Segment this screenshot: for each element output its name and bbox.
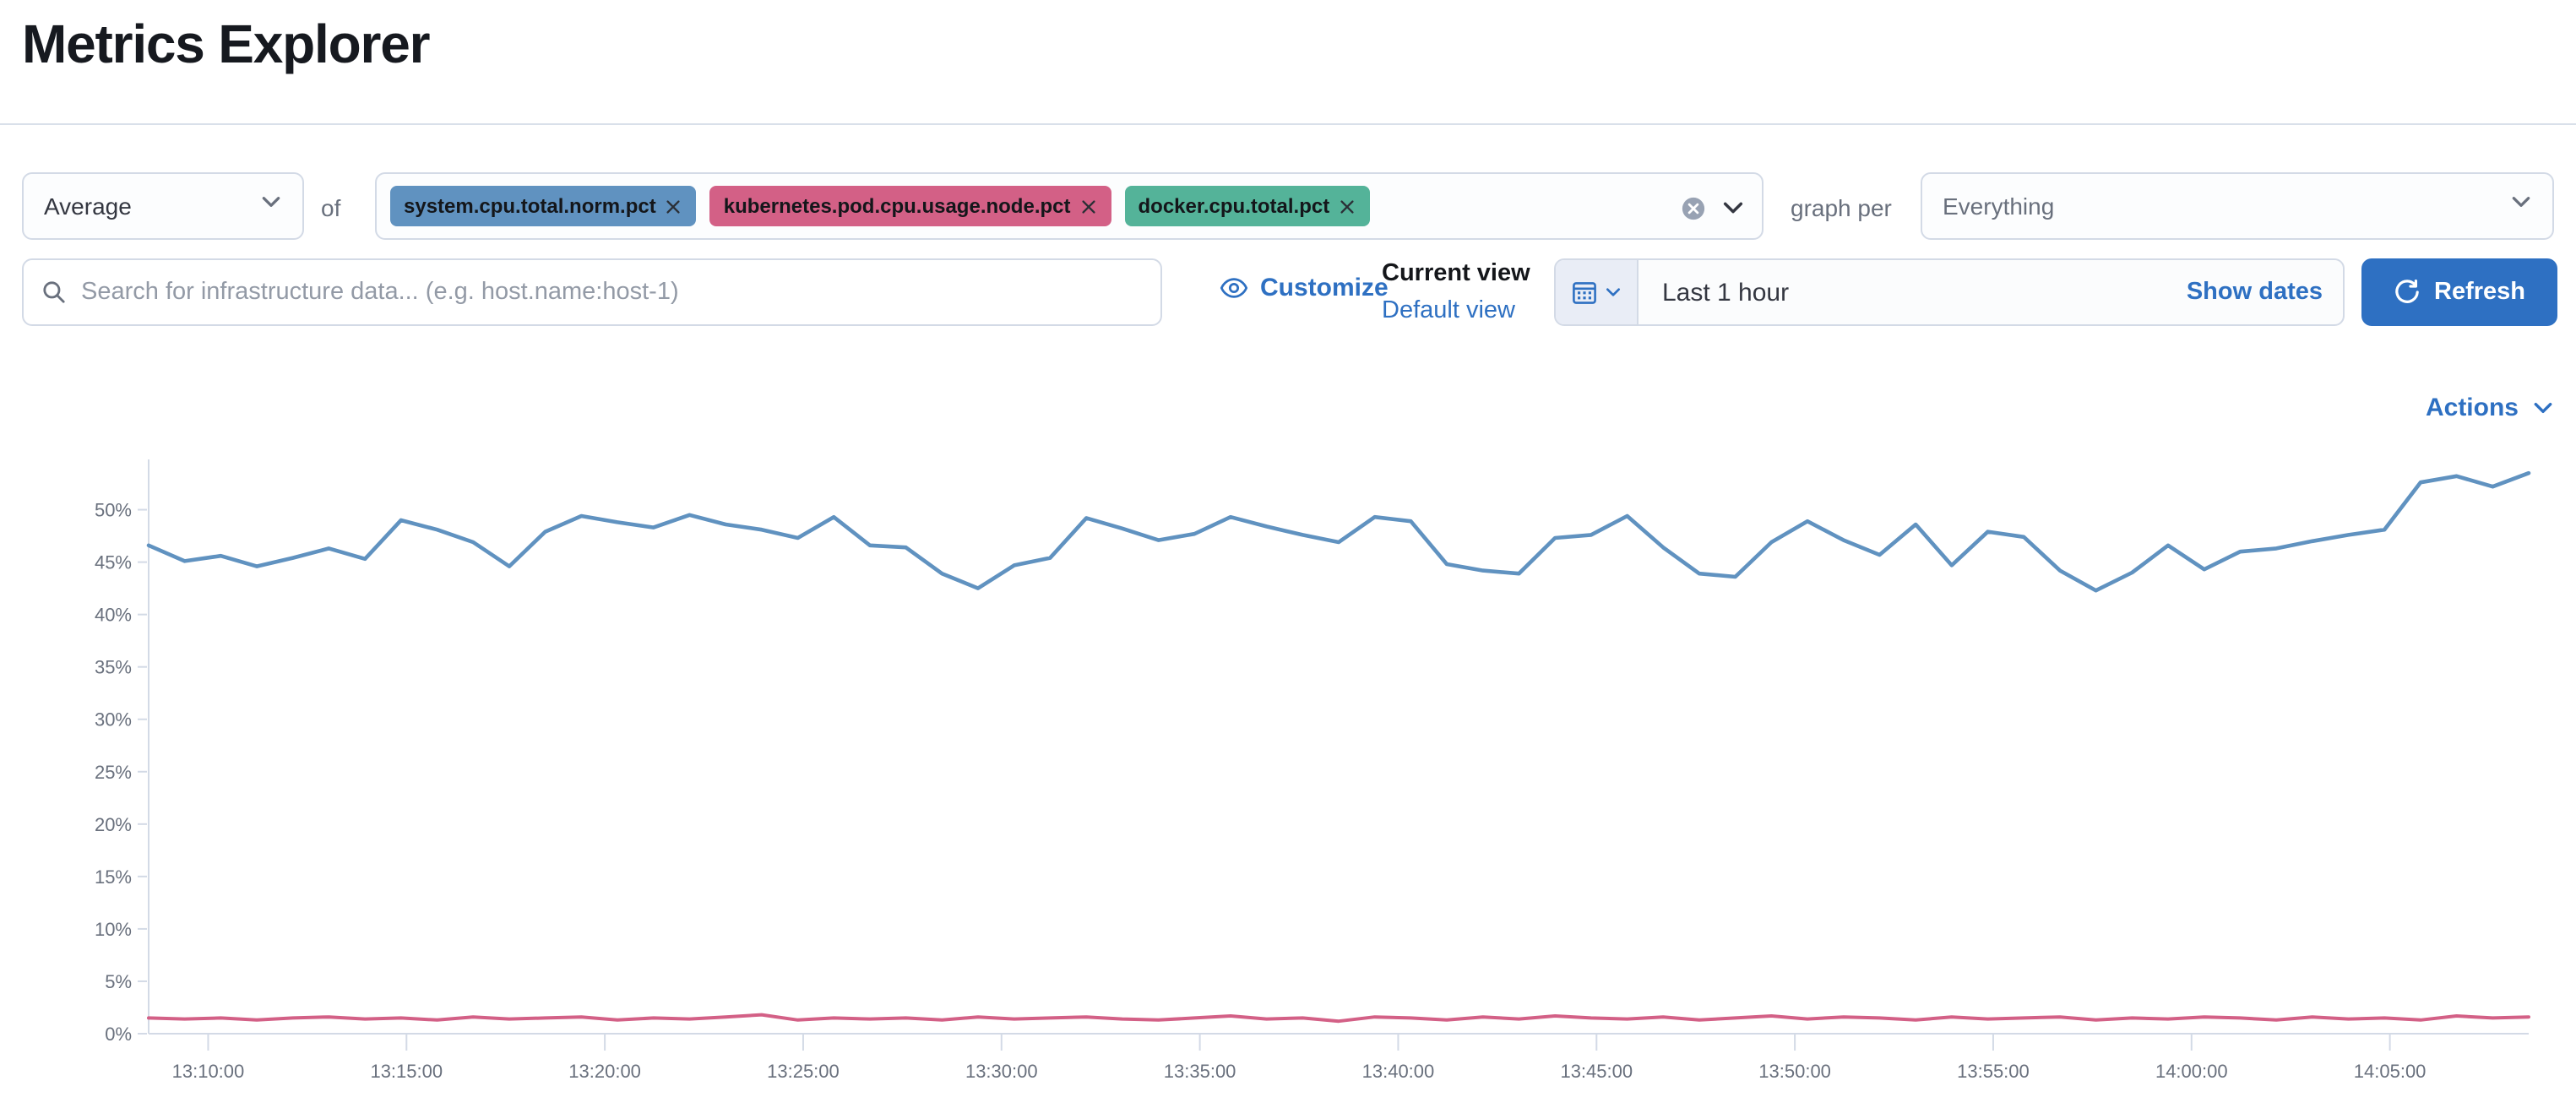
view-switcher: Current view Default view (1382, 257, 1530, 329)
svg-text:13:20:00: 13:20:00 (568, 1061, 641, 1082)
calendar-icon (1571, 279, 1598, 306)
svg-text:30%: 30% (95, 709, 132, 731)
search-input[interactable] (81, 279, 1144, 306)
chevron-down-icon (260, 191, 282, 221)
current-view-label: Current view (1382, 260, 1530, 287)
svg-text:10%: 10% (95, 919, 132, 940)
default-view-link[interactable]: Default view (1382, 297, 1515, 324)
svg-text:13:10:00: 13:10:00 (172, 1061, 245, 1082)
svg-text:15%: 15% (95, 866, 132, 888)
customize-button[interactable]: Customize (1220, 274, 1389, 302)
metric-tag[interactable]: system.cpu.total.norm.pct (390, 186, 697, 226)
aggregation-value: Average (44, 193, 132, 220)
search-icon (41, 279, 68, 306)
actions-label: Actions (2425, 394, 2519, 422)
svg-text:13:40:00: 13:40:00 (1362, 1061, 1435, 1082)
customize-label: Customize (1260, 274, 1389, 302)
metric-tag-label: kubernetes.pod.cpu.usage.node.pct (723, 194, 1071, 218)
metric-tag[interactable]: docker.cpu.total.pct (1124, 186, 1371, 226)
svg-text:40%: 40% (95, 605, 132, 626)
date-quick-select-button[interactable] (1556, 260, 1639, 324)
page-title: Metrics Explorer (22, 14, 431, 74)
svg-text:14:00:00: 14:00:00 (2155, 1061, 2228, 1082)
metric-tags: system.cpu.total.norm.pct kubernetes.pod.… (390, 186, 1383, 226)
svg-text:14:05:00: 14:05:00 (2354, 1061, 2427, 1082)
metric-tag-remove-icon[interactable] (1338, 197, 1356, 215)
refresh-button[interactable]: Refresh (2361, 258, 2557, 326)
graph-per-label: graph per (1791, 194, 1892, 221)
metric-tag-label: system.cpu.total.norm.pct (404, 194, 656, 218)
svg-text:13:45:00: 13:45:00 (1560, 1061, 1633, 1082)
search-box (22, 258, 1162, 326)
clear-circle-x-icon (1682, 196, 1705, 220)
svg-text:13:50:00: 13:50:00 (1758, 1061, 1831, 1082)
header-divider (0, 123, 2576, 125)
svg-text:13:30:00: 13:30:00 (965, 1061, 1038, 1082)
metric-tag-remove-icon[interactable] (1079, 197, 1098, 215)
datepicker-chevron-down-icon (1605, 284, 1622, 301)
of-label: of (321, 194, 341, 221)
refresh-icon (2394, 279, 2421, 306)
aggregation-select[interactable]: Average (22, 172, 304, 240)
metric-tag-remove-icon[interactable] (665, 197, 683, 215)
date-range-value[interactable]: Last 1 hour (1662, 278, 1790, 307)
svg-text:0%: 0% (105, 1024, 132, 1045)
clear-metrics-button[interactable] (1681, 195, 1706, 220)
actions-menu-button[interactable]: Actions (2426, 394, 2554, 422)
svg-text:13:25:00: 13:25:00 (767, 1061, 840, 1082)
metric-tag-label: docker.cpu.total.pct (1138, 194, 1330, 218)
svg-text:13:55:00: 13:55:00 (1957, 1061, 2030, 1082)
metrics-line-chart: 0% 5% 10% 15% 20% 25% 30% 35% 40% 45% 50% 13:10:00 1… (0, 459, 2576, 1108)
graph-per-value: Everything (1943, 193, 2055, 220)
svg-text:13:15:00: 13:15:00 (370, 1061, 443, 1082)
graph-per-select[interactable]: Everything (1921, 172, 2554, 240)
svg-text:20%: 20% (95, 814, 132, 835)
chevron-down-icon (2510, 191, 2532, 221)
svg-text:35%: 35% (95, 657, 132, 678)
svg-text:13:35:00: 13:35:00 (1164, 1061, 1236, 1082)
svg-text:5%: 5% (105, 971, 132, 992)
refresh-label: Refresh (2434, 279, 2525, 306)
svg-text:25%: 25% (95, 762, 132, 783)
metrics-chart-svg: 0% 5% 10% 15% 20% 25% 30% 35% 40% 45% 50% 13:10:00 1… (95, 459, 2531, 1082)
actions-chevron-down-icon (2532, 397, 2554, 419)
svg-text:45%: 45% (95, 552, 132, 573)
metric-field-combobox[interactable]: system.cpu.total.norm.pct kubernetes.pod.… (375, 172, 1764, 240)
eye-icon (1220, 274, 1248, 302)
combobox-chevron-down-icon[interactable] (1721, 196, 1745, 220)
metric-tag[interactable]: kubernetes.pod.cpu.usage.node.pct (709, 186, 1111, 226)
show-dates-button[interactable]: Show dates (2186, 279, 2323, 306)
svg-text:50%: 50% (95, 500, 132, 521)
date-picker: Last 1 hour Show dates (1554, 258, 2345, 326)
